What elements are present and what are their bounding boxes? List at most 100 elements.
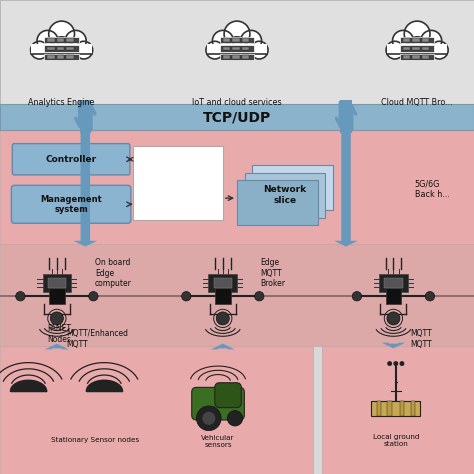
FancyBboxPatch shape	[400, 45, 434, 52]
Bar	[209, 274, 237, 292]
Bar	[232, 55, 240, 59]
Bar	[66, 46, 74, 50]
Bar	[403, 46, 410, 50]
Circle shape	[352, 292, 362, 301]
Bar	[379, 274, 408, 292]
Circle shape	[196, 406, 221, 430]
Text: Vehicular
sensors: Vehicular sensors	[201, 435, 235, 448]
Circle shape	[387, 312, 400, 325]
Circle shape	[206, 41, 224, 59]
Text: Management
system: Management system	[40, 195, 102, 214]
Bar	[0, 104, 474, 130]
Circle shape	[386, 41, 404, 59]
Bar	[223, 38, 230, 42]
Text: Cloud MQTT Bro...: Cloud MQTT Bro...	[381, 98, 453, 107]
FancyBboxPatch shape	[11, 185, 131, 223]
Bar	[31, 44, 92, 54]
Text: 5G/6G
Back h...: 5G/6G Back h...	[415, 180, 449, 199]
Circle shape	[65, 30, 86, 51]
FancyArrow shape	[211, 344, 235, 349]
FancyBboxPatch shape	[45, 36, 79, 44]
Text: TCP/UDP: TCP/UDP	[203, 110, 271, 124]
Circle shape	[226, 37, 248, 59]
Bar	[0, 130, 474, 244]
FancyBboxPatch shape	[191, 387, 245, 420]
Bar	[384, 278, 402, 288]
Circle shape	[228, 410, 243, 426]
FancyBboxPatch shape	[45, 54, 79, 60]
Circle shape	[392, 30, 413, 51]
Bar	[242, 55, 249, 59]
FancyBboxPatch shape	[400, 36, 434, 44]
Text: Network
slice: Network slice	[264, 185, 306, 205]
Text: MQTT
MQTT: MQTT MQTT	[410, 329, 432, 348]
FancyBboxPatch shape	[220, 45, 254, 52]
Circle shape	[241, 30, 262, 51]
Text: Controller: Controller	[46, 155, 97, 164]
Bar	[387, 401, 392, 416]
Bar	[57, 55, 64, 59]
Circle shape	[50, 312, 64, 325]
FancyArrow shape	[73, 128, 97, 246]
Circle shape	[182, 292, 191, 301]
Bar	[0, 0, 474, 104]
Bar	[0, 244, 474, 346]
Bar	[223, 46, 230, 50]
Bar	[422, 55, 429, 59]
Bar	[410, 401, 415, 416]
FancyBboxPatch shape	[252, 165, 333, 210]
Text: MQTT/Enhanced
MQTT: MQTT/Enhanced MQTT	[66, 329, 128, 348]
Bar	[422, 46, 429, 50]
Circle shape	[250, 41, 268, 59]
Text: Analytics Engine: Analytics Engine	[28, 98, 95, 107]
Circle shape	[31, 41, 48, 59]
Bar	[133, 146, 223, 220]
Circle shape	[202, 411, 216, 425]
Circle shape	[387, 361, 392, 366]
Bar	[57, 46, 64, 50]
FancyBboxPatch shape	[215, 383, 241, 408]
Text: FANET
Nodes: FANET Nodes	[47, 324, 72, 344]
Bar	[371, 401, 420, 416]
Bar	[232, 46, 240, 50]
Bar	[403, 55, 410, 59]
Bar	[385, 288, 401, 304]
Text: IoT and cloud services: IoT and cloud services	[192, 98, 282, 107]
Bar	[412, 46, 420, 50]
Circle shape	[49, 21, 74, 47]
Bar	[242, 46, 249, 50]
Circle shape	[89, 292, 98, 301]
Circle shape	[404, 21, 430, 47]
FancyBboxPatch shape	[400, 54, 434, 60]
FancyBboxPatch shape	[45, 45, 79, 52]
Bar	[47, 55, 55, 59]
FancyBboxPatch shape	[245, 173, 325, 218]
Text: On board
Edge
computer: On board Edge computer	[95, 258, 132, 288]
Bar	[403, 38, 410, 42]
FancyArrow shape	[382, 343, 405, 348]
Circle shape	[430, 41, 448, 59]
Bar	[80, 100, 91, 133]
Circle shape	[400, 361, 404, 366]
Bar	[377, 401, 381, 416]
Circle shape	[406, 37, 428, 59]
Bar	[340, 100, 352, 133]
Bar	[48, 278, 66, 288]
Bar	[322, 346, 474, 474]
Text: Stationary Sensor nodes: Stationary Sensor nodes	[51, 437, 139, 443]
Circle shape	[37, 30, 58, 51]
Bar	[223, 55, 230, 59]
FancyBboxPatch shape	[220, 36, 254, 44]
Bar	[232, 38, 240, 42]
Bar	[400, 401, 404, 416]
FancyArrow shape	[45, 344, 69, 349]
Bar	[0, 346, 313, 474]
FancyBboxPatch shape	[237, 180, 318, 225]
Bar	[412, 55, 420, 59]
Bar	[412, 38, 420, 42]
Circle shape	[75, 41, 92, 59]
Bar	[214, 278, 232, 288]
Bar	[207, 44, 267, 54]
Bar	[422, 38, 429, 42]
Bar	[47, 46, 55, 50]
